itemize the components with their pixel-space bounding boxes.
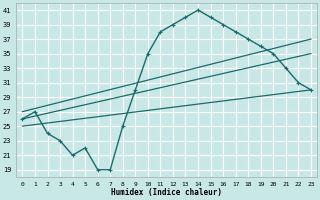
X-axis label: Humidex (Indice chaleur): Humidex (Indice chaleur) (111, 188, 222, 197)
